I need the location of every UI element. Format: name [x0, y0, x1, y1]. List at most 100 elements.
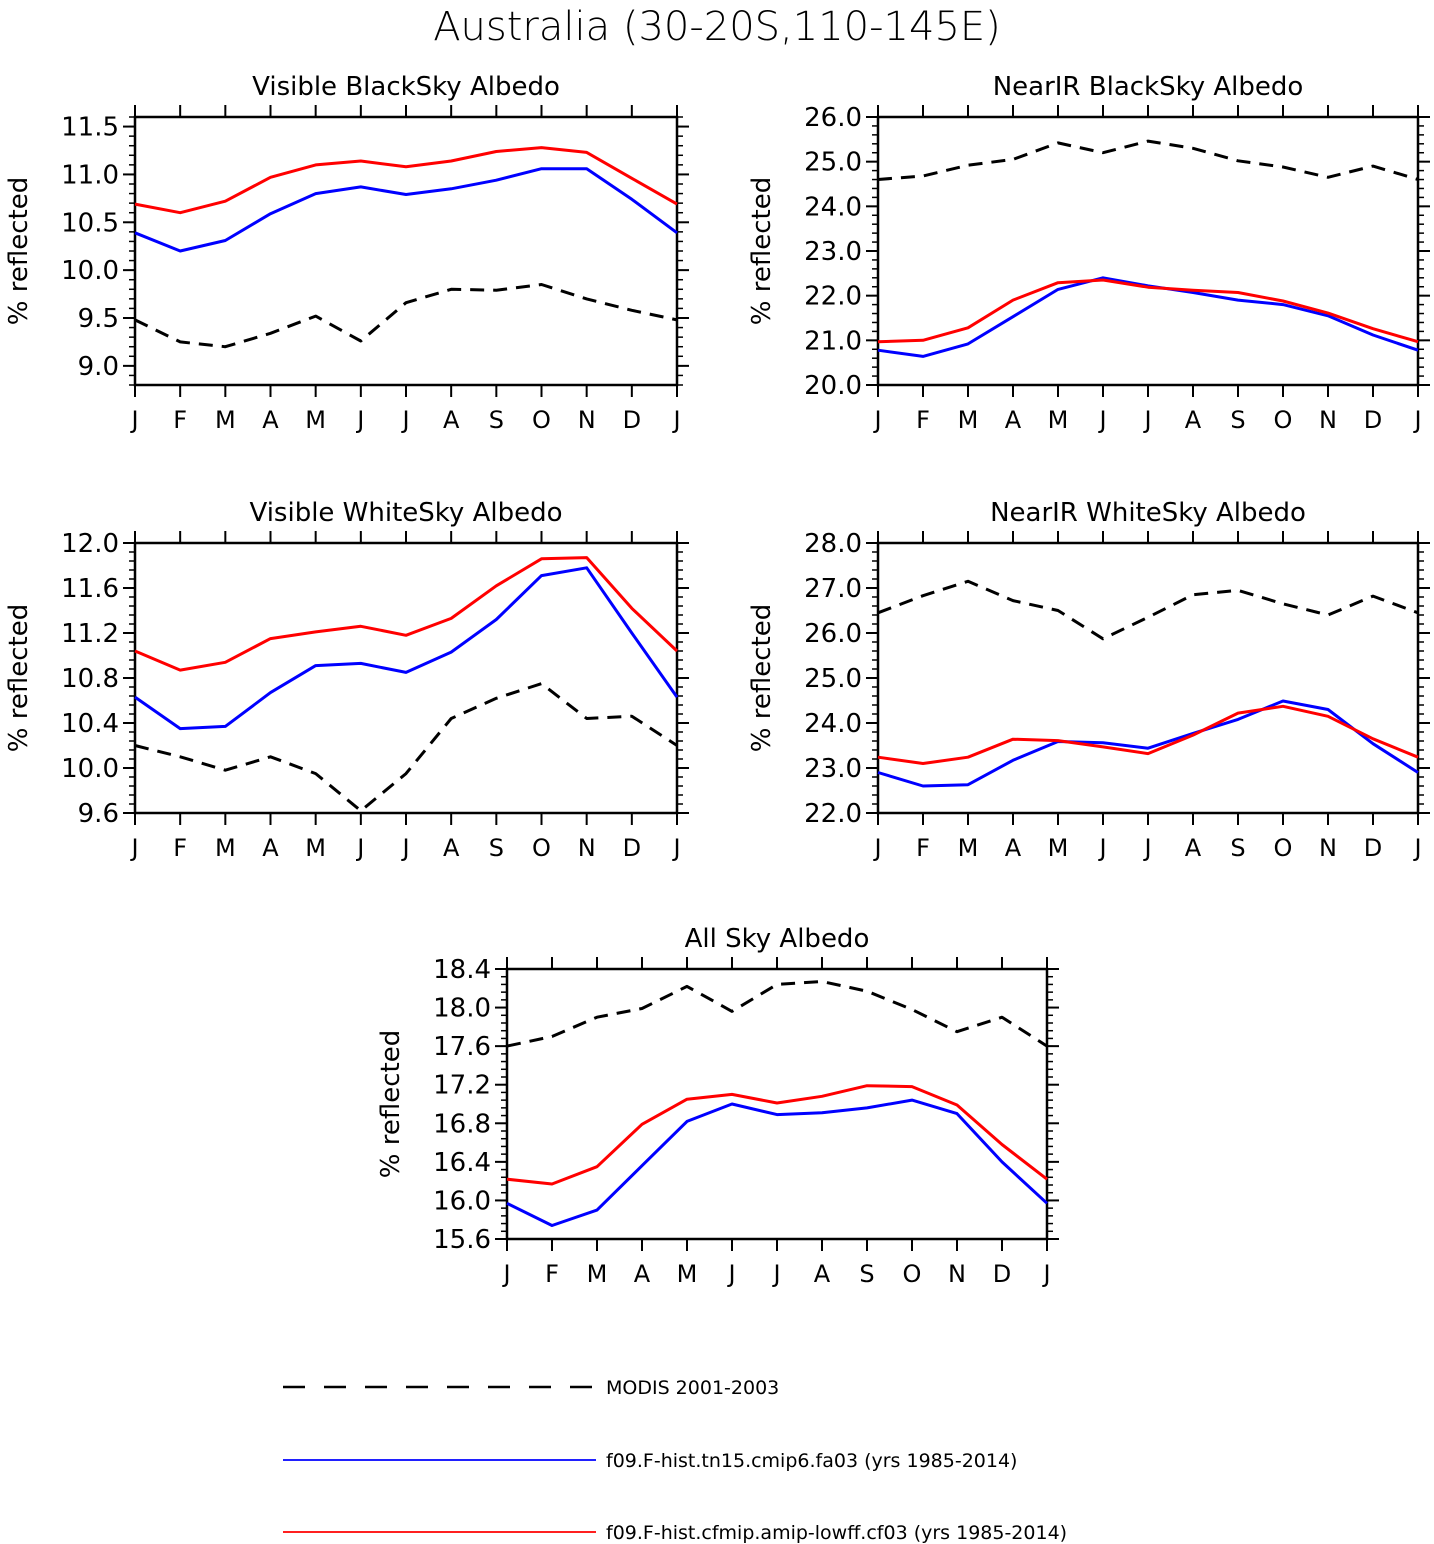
- x-tick-label: M: [305, 834, 326, 862]
- x-tick-label: J: [1412, 406, 1421, 434]
- x-tick-label: M: [958, 834, 979, 862]
- y-tick-label: 26.0: [804, 619, 862, 649]
- legend-label-1: MODIS 2001-2003: [606, 1377, 779, 1399]
- y-tick-label: 18.0: [433, 994, 491, 1024]
- x-tick-label: D: [623, 406, 641, 434]
- y-tick-label: 27.0: [804, 574, 862, 604]
- x-tick-label: J: [1142, 834, 1151, 862]
- x-tick-label: M: [677, 1260, 698, 1288]
- x-tick-label: J: [400, 406, 409, 434]
- panel-title: Visible BlackSky Albedo: [252, 72, 560, 102]
- x-tick-label: J: [400, 834, 409, 862]
- x-tick-label: S: [489, 834, 504, 862]
- x-tick-label: N: [1319, 834, 1337, 862]
- x-tick-label: D: [1364, 834, 1382, 862]
- x-tick-label: A: [262, 834, 279, 862]
- y-tick-label: 24.0: [804, 709, 862, 739]
- x-tick-label: F: [916, 406, 930, 434]
- y-tick-label: 23.0: [804, 754, 862, 784]
- x-tick-label: A: [1185, 406, 1202, 434]
- y-axis-label: % reflected: [4, 604, 34, 752]
- y-tick-label: 22.0: [804, 282, 862, 312]
- x-tick-label: N: [948, 1260, 966, 1288]
- x-tick-label: S: [489, 406, 504, 434]
- x-tick-label: J: [501, 1260, 510, 1288]
- x-tick-label: A: [814, 1260, 831, 1288]
- x-tick-label: J: [129, 406, 138, 434]
- y-tick-label: 16.8: [433, 1109, 491, 1139]
- y-axis-label: % reflected: [747, 177, 777, 325]
- x-tick-label: J: [355, 834, 364, 862]
- x-tick-label: F: [173, 834, 187, 862]
- x-tick-label: S: [1230, 406, 1245, 434]
- x-tick-label: A: [634, 1260, 651, 1288]
- x-tick-label: M: [1048, 406, 1069, 434]
- x-tick-label: F: [916, 834, 930, 862]
- y-tick-label: 10.5: [61, 208, 119, 238]
- y-tick-label: 16.0: [433, 1186, 491, 1216]
- y-tick-label: 21.0: [804, 326, 862, 356]
- x-tick-label: F: [545, 1260, 559, 1288]
- y-tick-label: 9.0: [78, 352, 119, 382]
- series-line-1: [877, 139, 1419, 181]
- x-tick-label: M: [1048, 834, 1069, 862]
- x-tick-label: S: [859, 1260, 874, 1288]
- x-tick-label: J: [671, 406, 680, 434]
- x-tick-label: J: [671, 834, 680, 862]
- x-tick-label: M: [215, 834, 236, 862]
- series-line-1: [506, 980, 1048, 1048]
- x-tick-label: N: [1319, 406, 1337, 434]
- x-tick-label: D: [1364, 406, 1382, 434]
- x-tick-label: D: [993, 1260, 1011, 1288]
- y-axis-label: % reflected: [4, 177, 34, 325]
- series-line-1: [134, 283, 678, 349]
- figure-title: Australia (30-20S,110-145E): [433, 4, 1001, 50]
- series-line-2: [134, 566, 679, 731]
- series-line-2: [506, 1098, 1049, 1227]
- y-tick-label: 17.6: [433, 1032, 491, 1062]
- legend: MODIS 2001-2003 f09.F-hist.tn15.cmip6.fa0…: [283, 1377, 1067, 1544]
- y-tick-label: 17.2: [433, 1071, 491, 1101]
- x-tick-label: M: [587, 1260, 608, 1288]
- x-tick-label: O: [1274, 406, 1293, 434]
- series-line-3: [134, 556, 679, 672]
- plot-frame: [876, 541, 1420, 815]
- x-tick-label: A: [262, 406, 279, 434]
- series-line-1: [877, 579, 1419, 641]
- x-tick-label: J: [872, 406, 881, 434]
- y-tick-label: 9.6: [78, 799, 119, 829]
- x-tick-label: D: [623, 834, 641, 862]
- y-tick-label: 20.0: [804, 371, 862, 401]
- x-tick-label: J: [1097, 406, 1106, 434]
- x-tick-label: J: [1412, 834, 1421, 862]
- series-line-3: [506, 1084, 1048, 1186]
- y-tick-label: 12.0: [61, 529, 119, 559]
- y-tick-label: 15.6: [433, 1225, 491, 1255]
- y-tick-label: 11.0: [61, 160, 119, 190]
- y-tick-label: 11.2: [61, 619, 119, 649]
- series-line-3: [877, 278, 1419, 344]
- panel-title: NearIR WhiteSky Albedo: [990, 498, 1306, 528]
- panel-title: NearIR BlackSky Albedo: [993, 72, 1304, 102]
- x-tick-label: J: [129, 834, 138, 862]
- y-tick-label: 23.0: [804, 237, 862, 267]
- y-tick-label: 10.4: [61, 709, 119, 739]
- series-line-1: [134, 682, 678, 813]
- x-tick-label: M: [215, 406, 236, 434]
- y-tick-label: 16.4: [433, 1148, 491, 1178]
- x-tick-label: N: [578, 834, 596, 862]
- y-axis-label: % reflected: [747, 604, 777, 752]
- y-tick-label: 10.0: [61, 256, 119, 286]
- series-line-2: [134, 167, 678, 253]
- x-tick-label: J: [1041, 1260, 1050, 1288]
- x-tick-label: A: [443, 834, 460, 862]
- y-tick-label: 25.0: [804, 148, 862, 178]
- x-tick-label: J: [1097, 834, 1106, 862]
- y-tick-label: 9.5: [78, 304, 119, 334]
- series-line-3: [877, 704, 1419, 765]
